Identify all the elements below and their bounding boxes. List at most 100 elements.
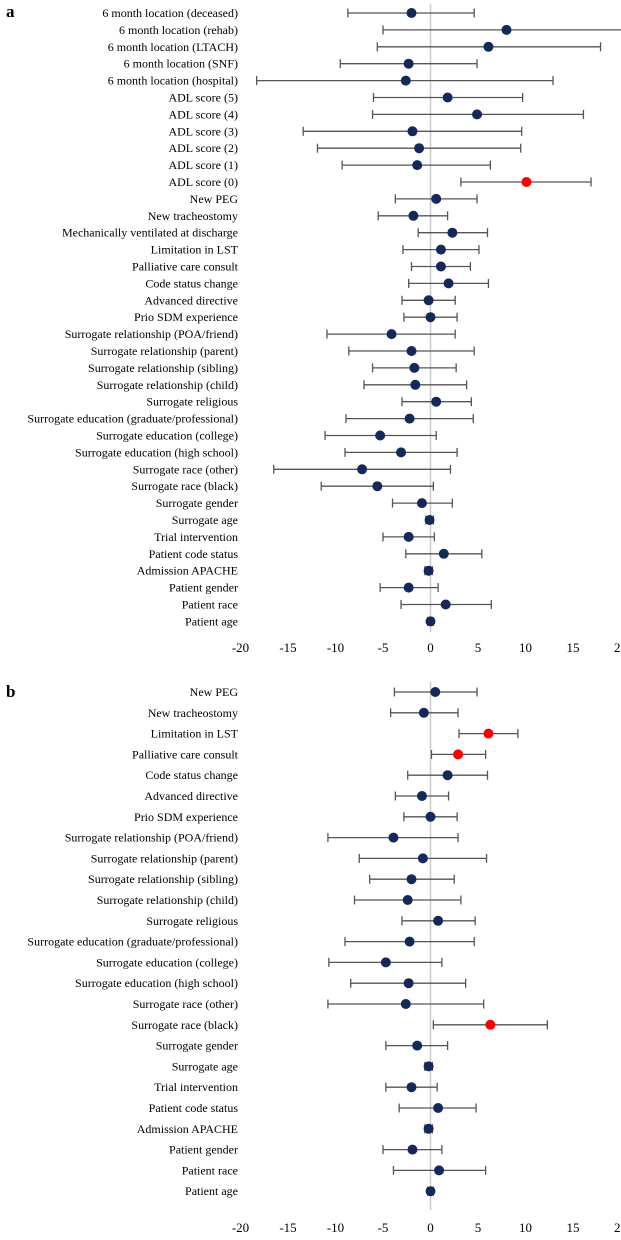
point-estimate [425, 811, 436, 822]
x-tick-label: 0 [427, 640, 434, 655]
row-label: ADL score (4) [168, 107, 238, 121]
point-estimate [372, 481, 383, 492]
row-label: Advanced directive [144, 293, 238, 307]
point-estimate [434, 1165, 445, 1176]
point-estimate [442, 92, 453, 103]
row-label: Surrogate education (college) [96, 429, 238, 443]
point-estimate [406, 346, 417, 356]
point-estimate [447, 227, 458, 238]
row-label: Surrogate education (graduate/profession… [27, 412, 238, 426]
row-label: Prio SDM experience [134, 310, 238, 324]
point-estimate [483, 41, 494, 52]
row-label: Patient age [185, 1184, 238, 1198]
point-estimate [440, 599, 451, 610]
row-label: New tracheostomy [148, 209, 238, 223]
row-label: Admission APACHE [137, 564, 238, 578]
row-label: Limitation in LST [151, 727, 239, 741]
row-label: Trial intervention [154, 1080, 238, 1094]
row-label: Surrogate gender [156, 496, 238, 510]
point-estimate [425, 312, 436, 323]
point-estimate-significant [453, 749, 464, 760]
x-tick-label: -20 [232, 640, 249, 655]
point-estimate [406, 8, 417, 18]
x-tick-label: -10 [327, 640, 344, 655]
row-label: Surrogate relationship (parent) [91, 851, 238, 865]
row-label: Palliative care consult [132, 747, 239, 761]
x-tick-label: -15 [279, 1220, 296, 1235]
point-estimate [472, 109, 483, 120]
point-estimate [425, 616, 436, 627]
row-label: Surrogate race (other) [133, 462, 238, 476]
row-label: Surrogate relationship (parent) [91, 344, 238, 358]
point-estimate [400, 75, 411, 86]
point-estimate [443, 278, 454, 289]
row-label: Surrogate relationship (POA/friend) [65, 831, 238, 845]
point-estimate [433, 915, 444, 926]
point-estimate-significant [483, 728, 494, 739]
row-label: Patient race [182, 598, 238, 612]
point-estimate-significant [485, 1019, 496, 1030]
point-estimate [380, 957, 391, 968]
point-estimate [396, 447, 407, 458]
point-estimate [400, 999, 411, 1009]
x-tick-label: 10 [519, 1220, 532, 1235]
point-estimate [416, 791, 427, 801]
x-tick-label: 10 [519, 640, 532, 655]
point-estimate [435, 261, 446, 272]
point-estimate [431, 193, 442, 204]
row-label: Mechanically ventilated at discharge [62, 226, 238, 240]
point-estimate [442, 770, 453, 781]
row-label: Surrogate race (black) [131, 479, 238, 493]
point-estimate [410, 379, 421, 390]
row-label: Surrogate education (college) [96, 955, 238, 969]
x-tick-label: 15 [567, 1220, 580, 1235]
row-label: Code status change [145, 276, 238, 290]
row-label: ADL score (5) [168, 91, 238, 105]
point-estimate [423, 295, 434, 306]
row-label: New tracheostomy [148, 706, 238, 720]
point-estimate [423, 565, 434, 576]
x-tick-label: -15 [279, 640, 296, 655]
row-label: ADL score (2) [168, 141, 238, 155]
point-estimate [412, 160, 423, 171]
row-label: Trial intervention [154, 530, 238, 544]
row-label: 6 month location (LTACH) [108, 40, 238, 54]
point-estimate [406, 1082, 417, 1093]
panel-letter: b [6, 682, 15, 701]
row-label: Patient code status [149, 547, 239, 561]
row-label: Code status change [145, 768, 238, 782]
row-label: Surrogate race (other) [133, 997, 238, 1011]
point-estimate [438, 548, 449, 559]
x-tick-label: 20 [614, 1220, 621, 1235]
point-estimate [435, 244, 446, 255]
point-estimate [407, 126, 418, 137]
row-label: Limitation in LST [151, 243, 239, 257]
row-label: Surrogate age [172, 513, 238, 527]
point-estimate [402, 895, 413, 905]
panel-letter: a [6, 2, 15, 21]
row-label: 6 month location (deceased) [102, 6, 238, 20]
row-label: Surrogate relationship (sibling) [88, 872, 238, 886]
point-estimate [408, 210, 419, 221]
row-label: Patient gender [169, 1143, 238, 1157]
row-label: Surrogate education (graduate/profession… [27, 935, 238, 949]
point-estimate [403, 582, 414, 593]
row-label: Surrogate relationship (sibling) [88, 361, 238, 375]
row-label: Patient age [185, 614, 238, 628]
forest-panel-b: b -20 -15 -10 -5 0 5 10 15 20 New PEG New tracheost… [6, 682, 621, 1235]
row-label: New PEG [190, 685, 239, 699]
point-estimate [388, 832, 399, 843]
x-tick-label: 15 [567, 640, 580, 655]
row-label: Surrogate relationship (child) [97, 378, 238, 392]
point-estimate [357, 464, 368, 475]
point-estimate [433, 1103, 444, 1113]
x-tick-label: 0 [427, 1220, 434, 1235]
forest-panel-a: a -20 -15 -10 -5 0 5 10 15 20 6 month location (de… [6, 2, 621, 655]
point-estimate [416, 498, 427, 509]
point-estimate [431, 396, 442, 407]
row-label: Patient race [182, 1163, 238, 1177]
row-label: Patient gender [169, 581, 238, 595]
row-label: 6 month location (SNF) [124, 57, 238, 71]
point-estimate [409, 362, 420, 373]
row-label: New PEG [190, 192, 239, 206]
